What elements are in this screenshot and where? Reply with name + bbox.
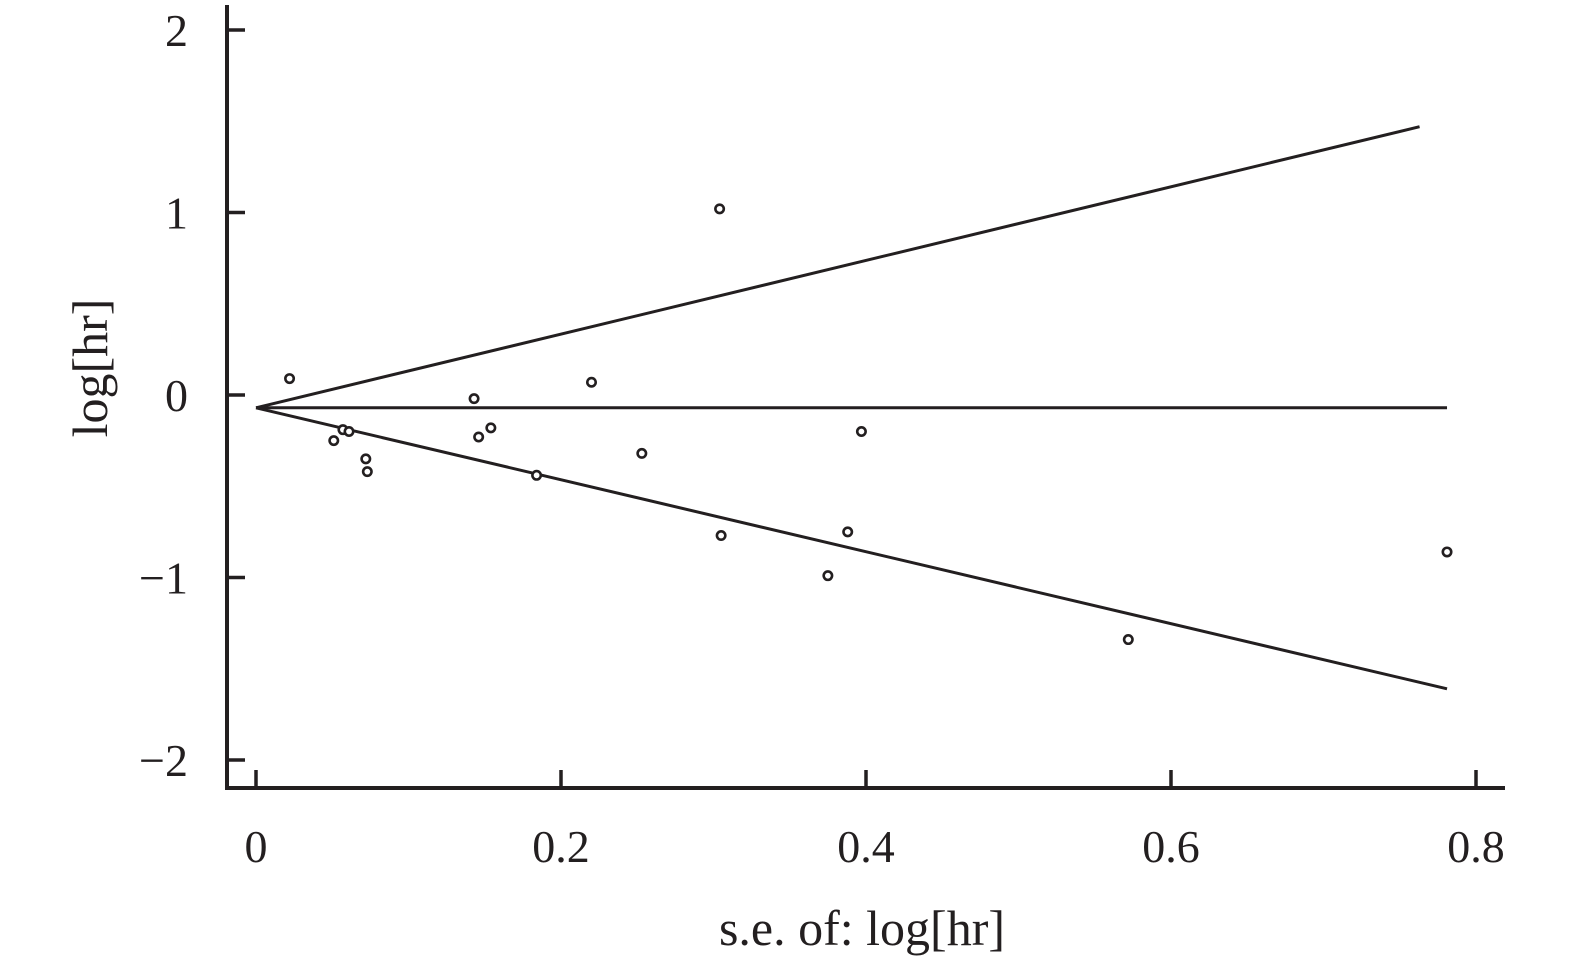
data-point xyxy=(485,422,497,434)
upper-limit-line xyxy=(255,125,1420,410)
x-tick-label: 0.2 xyxy=(532,821,590,872)
data-point xyxy=(328,435,340,447)
y-tick-label: 2 xyxy=(165,5,188,56)
data-point xyxy=(715,530,727,542)
axes xyxy=(225,5,1505,790)
data-point xyxy=(1441,546,1453,558)
x-tick-label: 0.4 xyxy=(837,821,895,872)
data-point xyxy=(842,526,854,538)
lower-limit-line xyxy=(255,406,1448,691)
x-tick-label: 0 xyxy=(245,821,268,872)
data-point xyxy=(822,570,834,582)
x-ticks: 0 0.2 0.4 0.6 0.8 xyxy=(245,770,1505,872)
y-axis-title: log[hr] xyxy=(62,299,118,438)
data-point xyxy=(636,447,648,459)
y-tick-label: 1 xyxy=(165,188,188,239)
data-point xyxy=(1122,634,1134,646)
data-point xyxy=(855,425,867,437)
data-point xyxy=(531,469,543,481)
data-point xyxy=(473,431,485,443)
x-axis-title: s.e. of: log[hr] xyxy=(719,900,1005,956)
data-point xyxy=(714,203,726,215)
x-tick-label: 0.6 xyxy=(1142,821,1200,872)
data-point xyxy=(361,466,373,478)
x-tick-label: 0.8 xyxy=(1447,821,1505,872)
data-point xyxy=(585,376,597,388)
data-point xyxy=(284,373,296,385)
data-point xyxy=(468,393,480,405)
reference-lines xyxy=(255,125,1448,691)
y-tick-label: −2 xyxy=(139,735,188,786)
data-point xyxy=(343,425,355,437)
y-tick-label: 0 xyxy=(165,370,188,421)
data-points xyxy=(284,203,1453,646)
y-tick-label: −1 xyxy=(139,553,188,604)
y-ticks: 2 1 0 −1 −2 xyxy=(139,5,245,786)
data-point xyxy=(360,453,372,465)
